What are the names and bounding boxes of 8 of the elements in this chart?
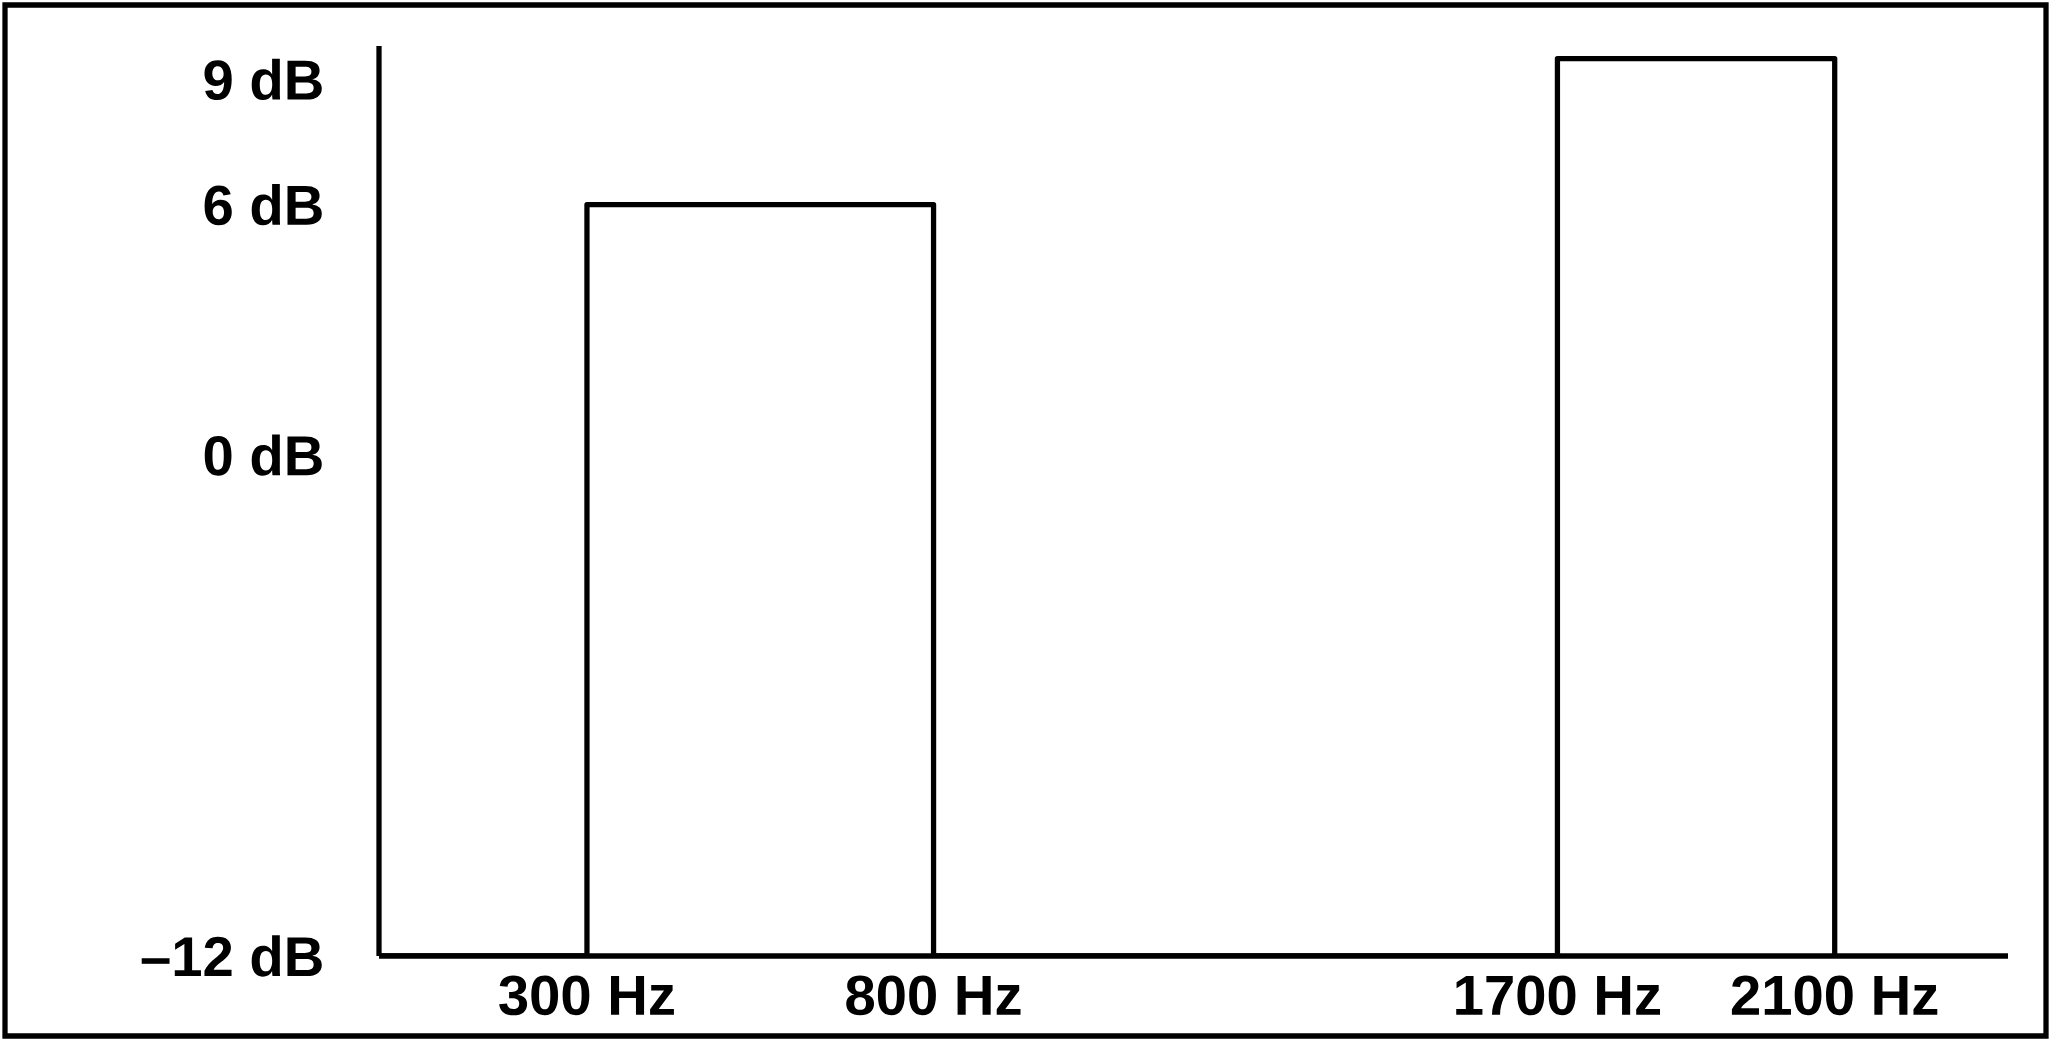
x-tick-label: 2100 Hz [1731,975,1938,1016]
y-tick-label: 9 dB [204,58,322,101]
y-tick-label: 6 dB [204,183,322,226]
x-tick-label: 1700 Hz [1456,975,1661,1016]
x-tick-label: 800 Hz [846,975,1021,1016]
y-tick-label: 0 dB [204,434,322,476]
x-tick-label: 300 Hz [499,975,674,1016]
y-tick-label: –12 dB [141,935,322,977]
